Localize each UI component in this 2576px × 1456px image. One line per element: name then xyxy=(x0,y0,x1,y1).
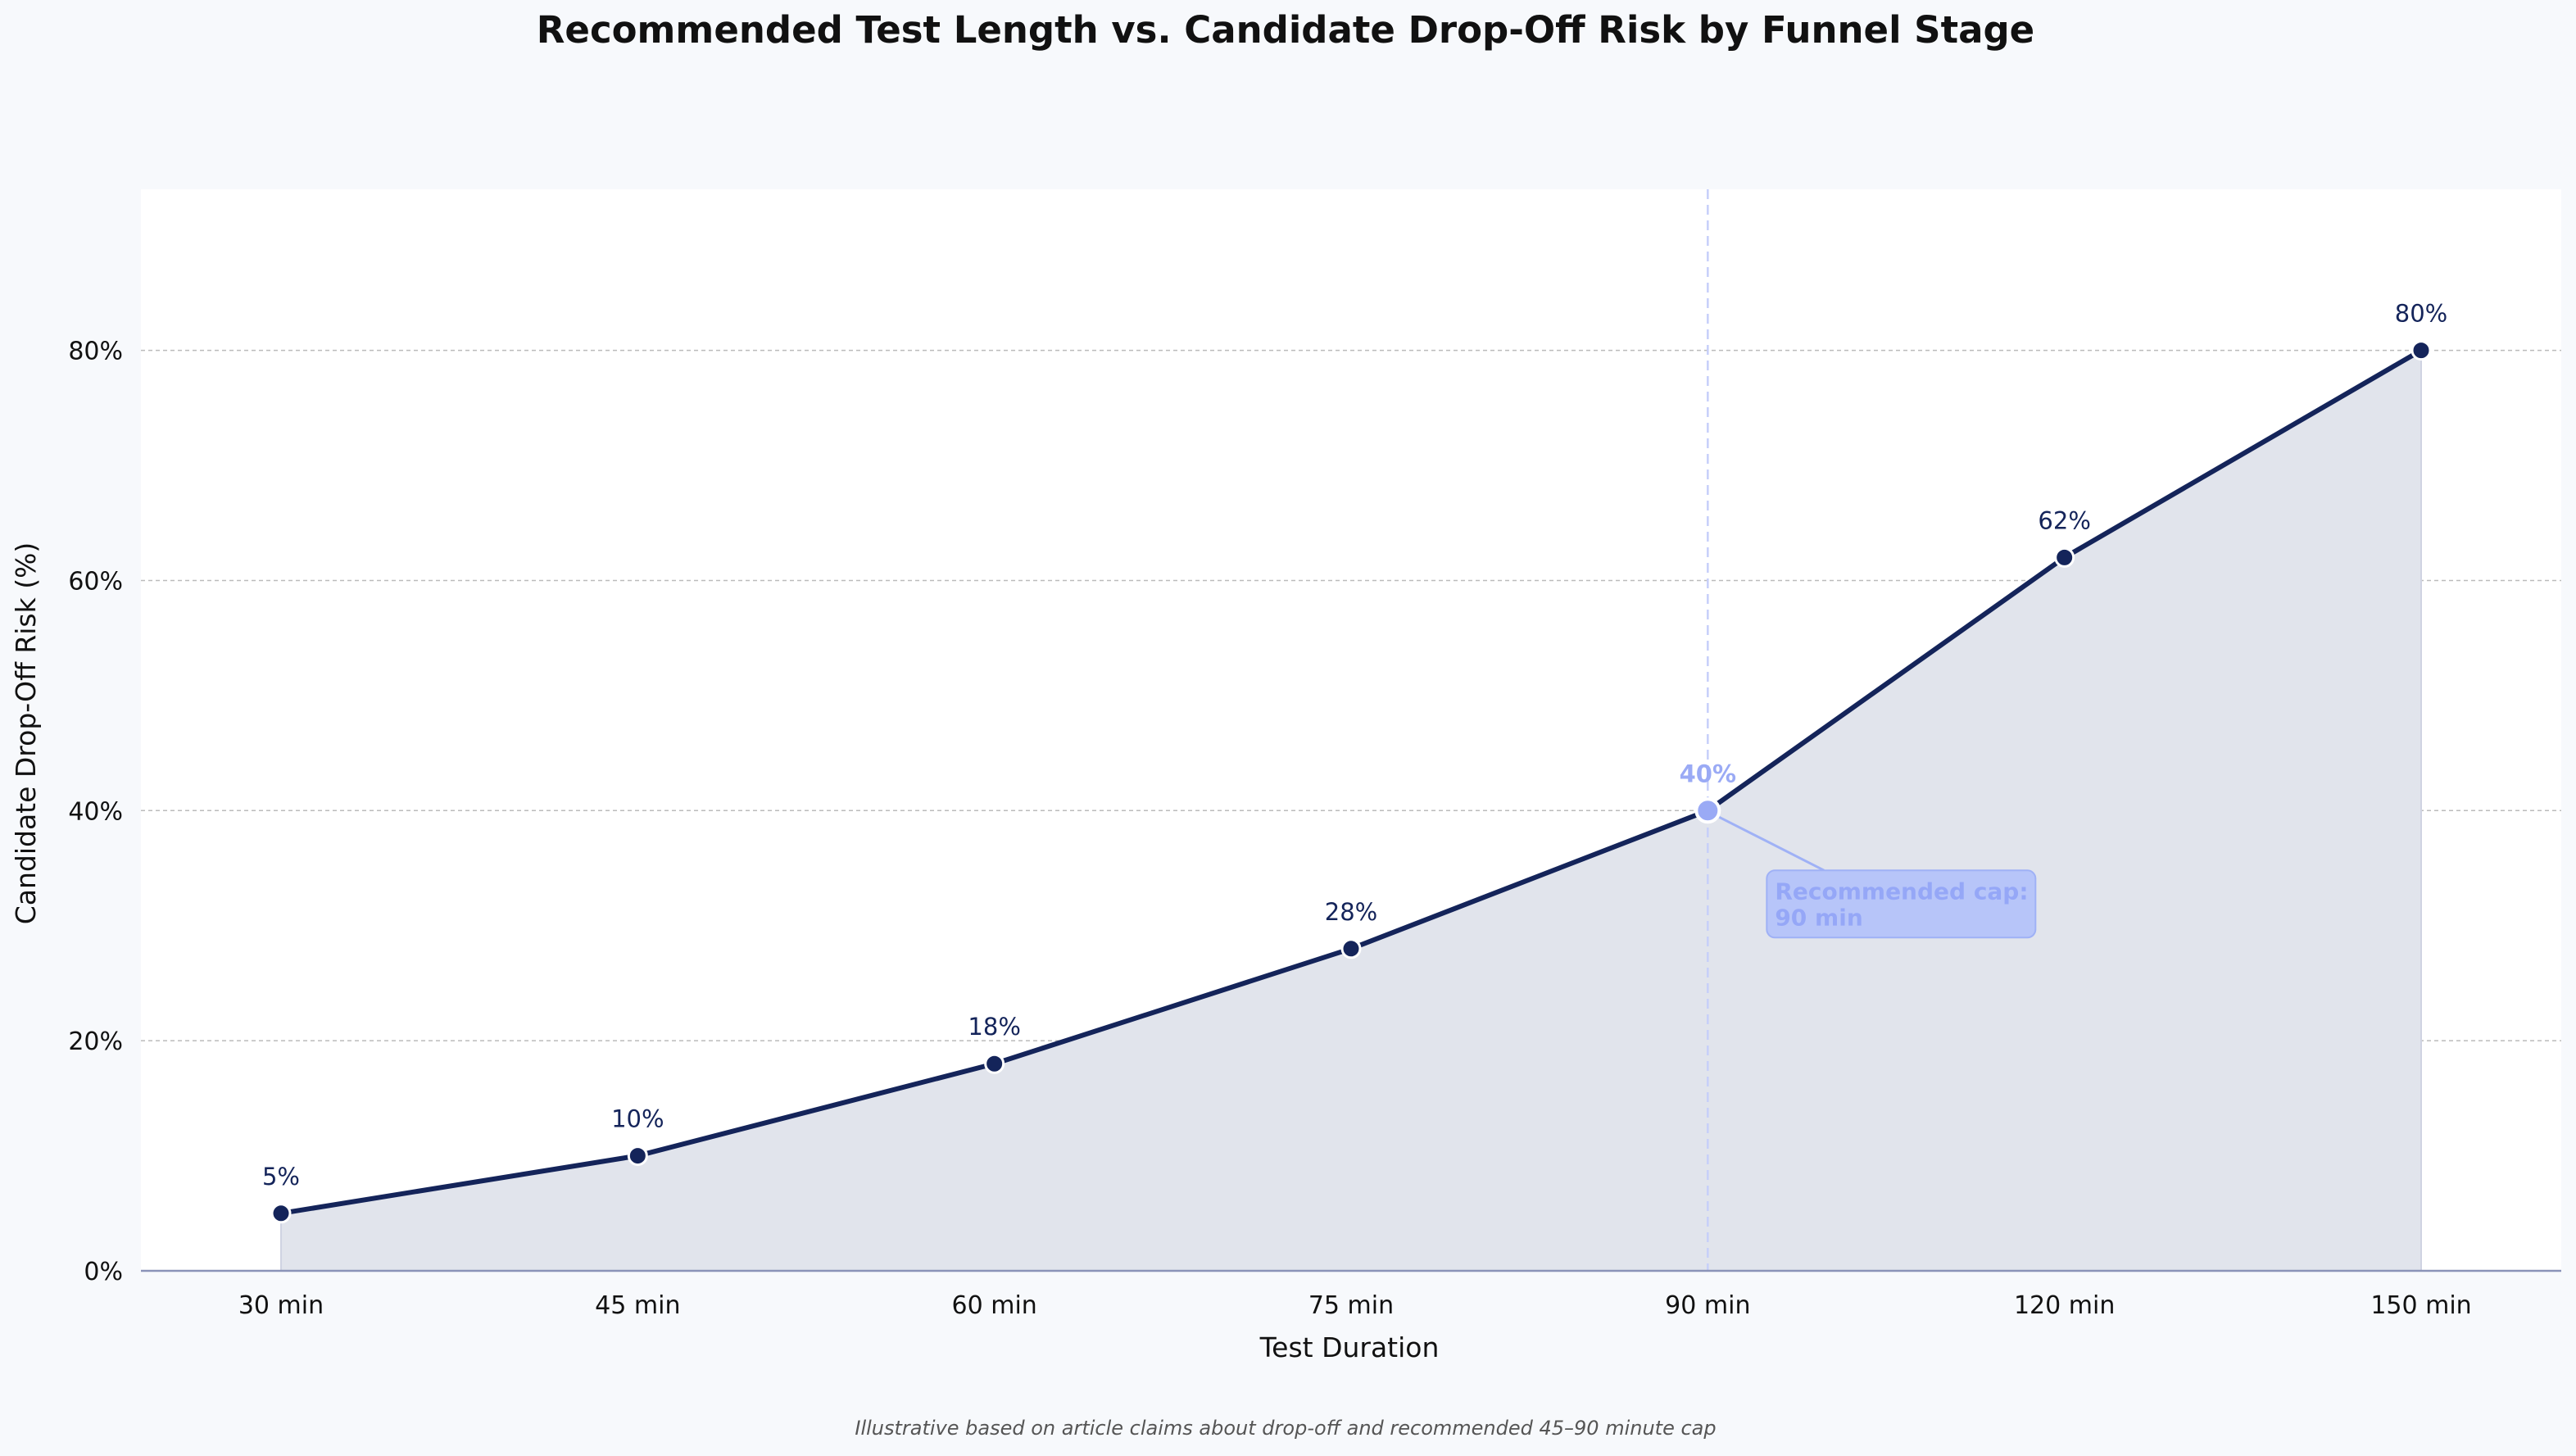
x-tick-label: 30 min xyxy=(238,1291,324,1320)
annotation-arrow xyxy=(1718,815,1825,872)
x-tick-label: 45 min xyxy=(595,1291,680,1320)
data-point xyxy=(1340,938,1362,959)
data-point xyxy=(1694,797,1721,824)
data-label: 5% xyxy=(262,1163,300,1191)
annotation-text-line-1: Recommended cap: xyxy=(1775,878,2028,905)
data-labels: 5% 10% 18% 28% 40% 62% 80% xyxy=(262,300,2447,1191)
data-label: 28% xyxy=(1325,898,1377,926)
data-point xyxy=(2410,340,2432,361)
data-points xyxy=(270,340,2432,1224)
y-tick-label: 80% xyxy=(68,338,123,366)
data-label: 40% xyxy=(1680,760,1736,787)
annotation-box xyxy=(1766,869,2037,939)
data-point xyxy=(270,1203,292,1224)
x-tick-label: 150 min xyxy=(2370,1291,2471,1320)
chart-title: Recommended Test Length vs. Candidate Dr… xyxy=(537,8,2034,52)
x-tick-label: 60 min xyxy=(952,1291,1037,1320)
x-axis-title: Test Duration xyxy=(1259,1331,1440,1363)
annotation-text-line-2: 90 min xyxy=(1775,904,1862,931)
y-tick-label: 40% xyxy=(68,797,123,826)
data-label: 10% xyxy=(611,1105,664,1133)
x-axis-ticks: 30 min 45 min 60 min 75 min 90 min 120 min 150… xyxy=(238,1291,2472,1320)
y-tick-label: 60% xyxy=(68,567,123,596)
x-tick-label: 75 min xyxy=(1308,1291,1394,1320)
recommended-cap-annotation: Recommended cap: 90 min xyxy=(1718,815,2037,939)
data-point xyxy=(627,1145,648,1167)
data-label: 18% xyxy=(968,1013,1020,1041)
data-point xyxy=(984,1053,1005,1074)
x-tick-label: 120 min xyxy=(2014,1291,2115,1320)
y-axis-title: Candidate Drop-Off Risk (%) xyxy=(10,542,42,925)
footnote: Illustrative based on article claims abo… xyxy=(855,1417,1716,1440)
y-tick-label: 20% xyxy=(68,1027,123,1056)
data-label: 80% xyxy=(2395,300,2447,328)
data-label: 62% xyxy=(2038,506,2090,534)
x-tick-label: 90 min xyxy=(1665,1291,1750,1320)
y-axis-ticks: 0% 20% 40% 60% 80% xyxy=(68,338,123,1286)
y-tick-label: 0% xyxy=(84,1258,123,1286)
data-point xyxy=(2054,547,2075,568)
